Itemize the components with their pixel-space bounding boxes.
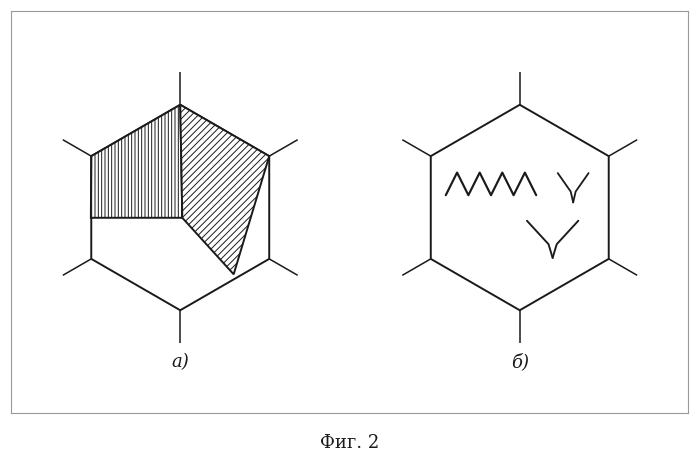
Polygon shape [181, 105, 270, 274]
Polygon shape [91, 105, 182, 218]
Text: а): а) [172, 353, 189, 370]
Text: б): б) [511, 353, 528, 370]
Text: Фиг. 2: Фиг. 2 [321, 434, 379, 452]
